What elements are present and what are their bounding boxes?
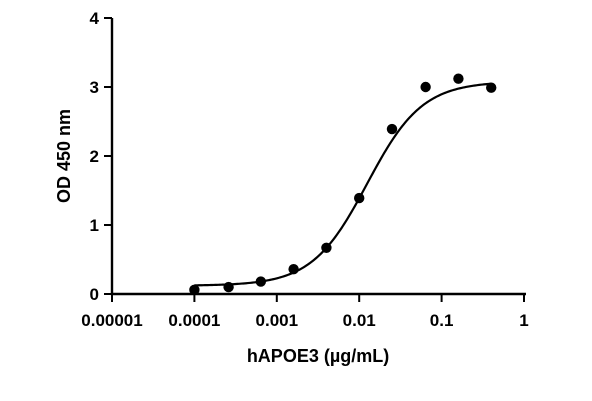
data-point [453,73,464,84]
y-tick-label: 4 [90,9,100,28]
y-tick-label: 0 [90,285,99,304]
data-point [386,123,398,135]
y-tick-label: 2 [90,147,99,166]
y-tick-label: 1 [90,216,99,235]
y-tick-label: 3 [90,78,99,97]
data-point [321,242,332,253]
data-point [354,192,365,204]
data-point [255,276,267,287]
x-tick-label: 0.1 [430,311,454,330]
data-point [288,263,299,275]
data-point [420,81,431,93]
x-tick-label: 0.0001 [168,311,220,330]
x-axis-title: hAPOE3 (µg/mL) [247,346,389,366]
x-ticks: 0.00001 0.0001 0.001 0.01 0.1 1 [81,294,529,330]
fit-curve [194,82,492,287]
data-point [223,281,234,293]
data-points [189,73,497,296]
data-point [486,82,497,93]
x-tick-label: 0.00001 [81,311,142,330]
y-axis-title: OD 450 nm [54,109,74,203]
x-tick-label: 1 [519,311,528,330]
data-point [189,284,200,296]
x-tick-label: 0.01 [343,311,376,330]
axes [110,18,526,296]
x-tick-label: 0.001 [256,311,299,330]
y-ticks: 0 1 2 3 4 [90,9,112,304]
